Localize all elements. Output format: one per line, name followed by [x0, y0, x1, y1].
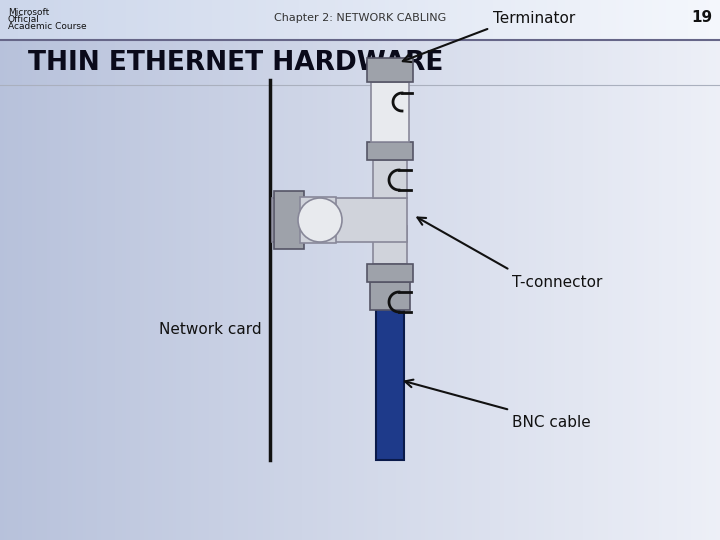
Bar: [373, 226, 407, 264]
Bar: [376, 305, 404, 460]
Text: BNC cable: BNC cable: [512, 415, 590, 430]
Bar: [371, 82, 409, 142]
Text: 19: 19: [691, 10, 712, 25]
Bar: [367, 142, 413, 160]
Text: Terminator: Terminator: [493, 11, 575, 26]
Text: Chapter 2: NETWORK CABLING: Chapter 2: NETWORK CABLING: [274, 13, 446, 23]
Bar: [367, 264, 413, 282]
Bar: [370, 282, 410, 310]
Text: Microsoft: Microsoft: [8, 8, 49, 17]
Bar: [373, 160, 407, 198]
Circle shape: [298, 198, 342, 242]
Text: T-connector: T-connector: [512, 275, 603, 290]
Bar: [367, 58, 413, 82]
Text: THIN ETHERNET HARDWARE: THIN ETHERNET HARDWARE: [28, 50, 444, 76]
Bar: [274, 191, 304, 249]
Text: Official: Official: [8, 15, 40, 24]
Bar: [272, 198, 407, 242]
Text: Academic Course: Academic Course: [8, 22, 86, 31]
Bar: [300, 197, 336, 243]
Text: Network card: Network card: [159, 322, 262, 338]
